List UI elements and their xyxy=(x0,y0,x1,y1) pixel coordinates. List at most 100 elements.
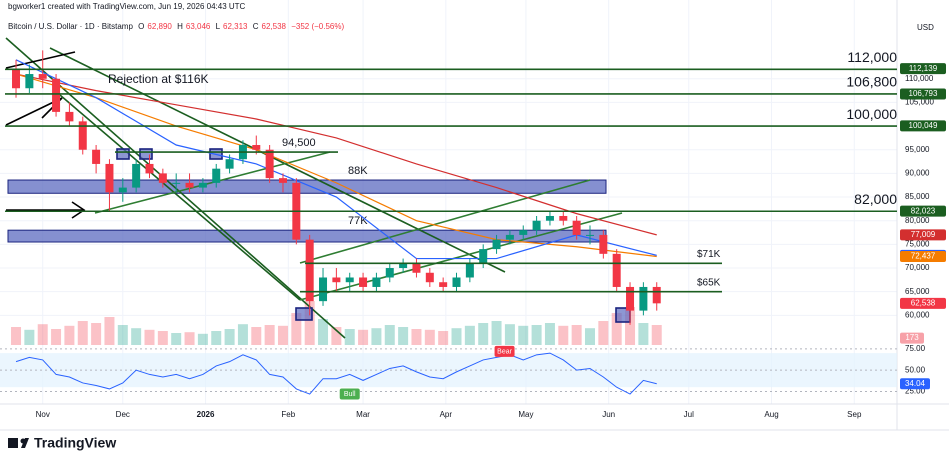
volume-bar xyxy=(544,323,555,345)
volume-bar xyxy=(104,317,115,345)
moving-average xyxy=(15,59,657,260)
candle-body xyxy=(345,277,354,283)
candle-body xyxy=(92,149,101,164)
volume-bar xyxy=(264,325,275,345)
volume-bar xyxy=(384,325,395,345)
level-label: 106,800 xyxy=(846,74,897,90)
volume-bar xyxy=(24,329,35,345)
volume-bar xyxy=(291,313,302,345)
zone-label: 88K xyxy=(348,165,368,177)
volume-bar xyxy=(464,325,475,345)
arrow xyxy=(71,201,86,219)
candle-body xyxy=(399,263,408,269)
candle-body xyxy=(305,239,314,302)
y-tick-label: 80,000 xyxy=(905,216,930,225)
candle-body xyxy=(252,145,261,150)
volume-bar xyxy=(358,329,369,345)
volume-bar xyxy=(144,329,155,345)
level-label: $71K xyxy=(697,249,721,260)
candle-body xyxy=(158,173,167,183)
y-tick-label: 75,000 xyxy=(905,239,930,248)
rsi-marker-label: Bull xyxy=(344,391,356,398)
rsi-marker xyxy=(494,345,515,357)
candle-body xyxy=(465,263,474,278)
rsi-tag-label: 34.04 xyxy=(905,379,926,388)
ohlc-value: 63,046 xyxy=(185,22,211,31)
level-label: 82,000 xyxy=(854,191,897,207)
x-tick-label: Aug xyxy=(764,410,778,419)
x-tick-label: Feb xyxy=(281,410,295,419)
rsi-band xyxy=(0,353,897,388)
volume-bar xyxy=(197,333,208,345)
trendline xyxy=(49,47,506,273)
volume-bar xyxy=(224,329,235,345)
symbol: Bitcoin / U.S. Dollar · 1D · Bitstamp xyxy=(8,22,133,31)
candle-body xyxy=(265,149,274,179)
y-tick-label: 95,000 xyxy=(905,145,930,154)
candle-body xyxy=(626,286,635,311)
candle-body xyxy=(412,263,421,273)
volume-bar xyxy=(504,324,515,345)
ohlc-key: C xyxy=(252,22,259,31)
candle-body xyxy=(639,286,648,311)
ohlc-value: 62,890 xyxy=(147,22,172,31)
candle-body xyxy=(519,230,528,235)
candle-body xyxy=(559,215,568,221)
volume-bar xyxy=(371,328,382,345)
price-tag xyxy=(900,229,946,241)
y-tick-label: 110,000 xyxy=(905,74,934,83)
x-tick-label: Nov xyxy=(36,410,50,419)
price-tag-label: 77,009 xyxy=(911,230,936,239)
candle-body xyxy=(585,234,594,236)
candle-body xyxy=(425,272,434,283)
brand: TradingView xyxy=(34,435,116,451)
candle-body xyxy=(278,178,287,183)
volume-bar xyxy=(91,323,102,345)
trendline xyxy=(299,179,591,264)
volume-bar xyxy=(638,323,649,345)
rsi-tick-label: 75.00 xyxy=(905,344,926,353)
volume-bar xyxy=(184,332,195,345)
volume-bar xyxy=(491,321,502,345)
candle-body xyxy=(118,187,127,193)
candle-body xyxy=(145,163,154,174)
volume-bar xyxy=(277,325,288,345)
volume-bar xyxy=(424,329,435,345)
ohlc-key: H xyxy=(177,22,183,31)
rsi-tick-label: 50.00 xyxy=(905,365,926,374)
moving-average xyxy=(15,73,657,258)
logo-icon xyxy=(8,438,18,448)
volume-bar xyxy=(77,321,88,345)
moving-average xyxy=(15,73,657,236)
volume-bar xyxy=(331,327,342,345)
candle-body xyxy=(492,239,501,250)
volume-bar xyxy=(211,331,222,345)
highlight-box xyxy=(116,148,130,160)
volume-bar xyxy=(171,333,182,345)
rsi-marker xyxy=(339,388,360,400)
volume-bar xyxy=(598,321,609,345)
volume-bar xyxy=(398,327,409,345)
candle-body xyxy=(78,121,87,150)
y-tick-label: 65,000 xyxy=(905,287,930,296)
change: −352 (−0.56%) xyxy=(291,22,345,31)
price-tag xyxy=(900,250,946,262)
volume-bar xyxy=(451,328,462,345)
rsi-marker-label: Bear xyxy=(497,348,512,355)
trendline xyxy=(299,212,623,301)
zone xyxy=(7,179,607,194)
x-tick-label: Jun xyxy=(602,410,615,419)
candle-body xyxy=(172,182,181,184)
ohlc-value: 62,313 xyxy=(223,22,248,31)
volume-bar xyxy=(11,327,22,345)
price-tag xyxy=(900,88,946,100)
level-label: 112,000 xyxy=(847,49,897,65)
price-tag-label: 82,023 xyxy=(911,206,936,215)
volume-bar xyxy=(518,325,529,345)
candle-body xyxy=(332,277,341,283)
volume-bar xyxy=(131,328,142,345)
logo xyxy=(8,438,29,448)
